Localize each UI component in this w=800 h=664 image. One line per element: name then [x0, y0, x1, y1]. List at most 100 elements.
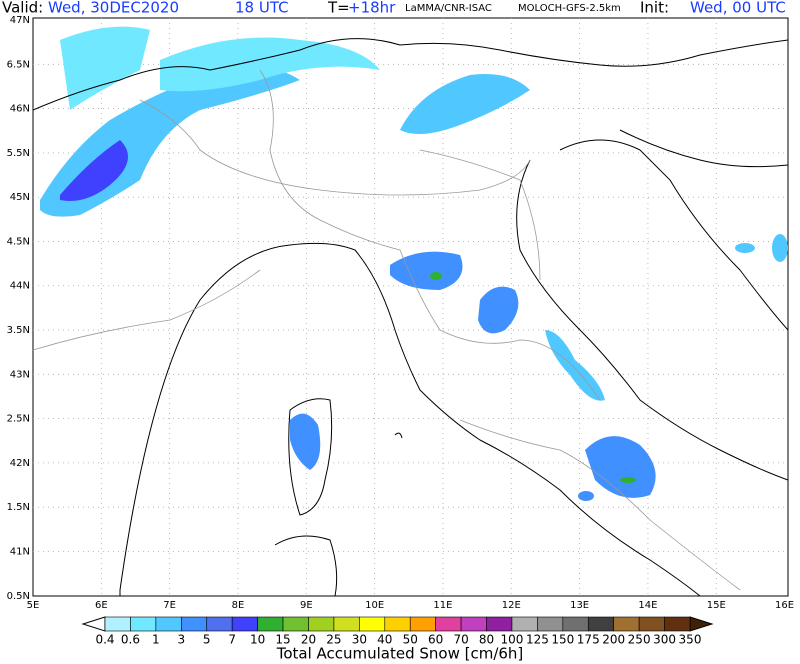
- valid-time: 18 UTC: [235, 0, 289, 17]
- colorbar-segment: [130, 616, 157, 632]
- snow-area: [478, 286, 519, 334]
- colorbar-segment: [308, 616, 335, 632]
- border: [32, 269, 261, 351]
- colorbar-label: 60: [428, 633, 443, 647]
- colorbar-label: 250: [628, 633, 651, 647]
- lat-label: 5.5N: [7, 148, 30, 159]
- axis-labels: 47N 6.5N 46N 5.5N 45N 4.5N 44N 3.5N 43N 2.5N 42N 1.…: [7, 15, 794, 611]
- colorbar-title: Total Accumulated Snow [cm/6h]: [276, 645, 524, 663]
- snow-area: [390, 251, 463, 290]
- colorbar-label: 7: [228, 633, 236, 647]
- colorbar-label: 1: [152, 633, 160, 647]
- init-label: Init:: [640, 0, 669, 17]
- border: [419, 149, 541, 281]
- lead-label: T=: [327, 0, 350, 17]
- colorbar-label: 80: [479, 633, 494, 647]
- lat-label: 2.5N: [7, 414, 30, 425]
- snow-area: [545, 330, 605, 401]
- colorbar-segment: [257, 616, 284, 632]
- colorbar: Total Accumulated Snow [cm/6h] 0.4 0.6 1 3 5…: [81, 616, 714, 663]
- lon-label: 12E: [502, 600, 521, 611]
- lat-label: 46N: [10, 104, 30, 115]
- lon-label: 14E: [638, 600, 657, 611]
- country-border: [32, 38, 789, 111]
- lat-label: 6.5N: [7, 59, 30, 70]
- lon-label: 15E: [707, 600, 726, 611]
- snow-area: [578, 491, 594, 501]
- snow-area: [430, 272, 442, 280]
- colorbar-segment: [638, 616, 665, 632]
- colorbar-label: 70: [453, 633, 468, 647]
- colorbar-segment: [511, 616, 538, 632]
- snow-area: [60, 26, 150, 111]
- corsica: [288, 398, 333, 516]
- model: MOLOCH-GFS-2.5km: [518, 3, 621, 14]
- header: Valid: Wed, 30DEC2020 18 UTC T= +18hr La…: [2, 0, 786, 17]
- colorbar-segment: [359, 616, 386, 632]
- country-border: [619, 129, 789, 168]
- colorbar-segment: [282, 616, 309, 632]
- lon-label: 16E: [775, 600, 794, 611]
- colorbar-label: 350: [679, 633, 702, 647]
- colorbar-label: 100: [501, 633, 524, 647]
- valid-label: Valid:: [2, 0, 43, 17]
- colorbar-label: 150: [551, 633, 574, 647]
- lon-label: 11E: [433, 600, 452, 611]
- colorbar-label: 10: [250, 633, 265, 647]
- colorbar-segment: [155, 616, 182, 632]
- border: [259, 69, 401, 251]
- colorbar-over: [689, 616, 714, 632]
- colorbar-label: 125: [526, 633, 549, 647]
- valid-date: Wed, 30DEC2020: [48, 0, 179, 17]
- lat-label: 42N: [10, 458, 30, 469]
- border: [459, 419, 741, 591]
- lead-time: +18hr: [348, 0, 396, 17]
- lat-label: 3.5N: [7, 325, 30, 336]
- snow-area: [160, 37, 380, 92]
- lon-label: 9E: [300, 600, 313, 611]
- lat-label: 41N: [10, 546, 30, 557]
- colorbar-label: 5: [203, 633, 211, 647]
- snow-area: [290, 413, 321, 470]
- colorbar-under: [81, 616, 106, 632]
- colorbar-label: 50: [403, 633, 418, 647]
- colorbar-label: 175: [577, 633, 600, 647]
- snow-areas: [40, 26, 788, 501]
- snow-area: [735, 243, 755, 253]
- lat-label: 43N: [10, 369, 30, 380]
- lat-label: 45N: [10, 192, 30, 203]
- colorbar-label: 30: [352, 633, 367, 647]
- border: [399, 249, 601, 401]
- colorbar-segment: [104, 616, 131, 632]
- snow-area: [60, 140, 128, 201]
- colorbar-label: 200: [602, 633, 625, 647]
- borders: [32, 38, 789, 591]
- snow-area: [620, 477, 636, 483]
- colorbar-label: 0.4: [95, 633, 114, 647]
- colorbar-segment: [181, 616, 208, 632]
- colorbar-segment: [231, 616, 258, 632]
- colorbar-segment: [460, 616, 487, 632]
- colorbar-segment: [486, 616, 513, 632]
- colorbar-segment: [664, 616, 691, 632]
- snow-area: [585, 436, 656, 498]
- lat-label: 1.5N: [7, 502, 30, 513]
- init-time: Wed, 00 UTC: [690, 0, 786, 17]
- colorbar-label: 300: [653, 633, 676, 647]
- colorbar-label: 20: [301, 633, 316, 647]
- colorbar-segment: [384, 616, 411, 632]
- colorbar-label: 40: [377, 633, 392, 647]
- colorbar-label: 25: [326, 633, 341, 647]
- colorbar-segment: [409, 616, 436, 632]
- snow-area: [400, 74, 530, 134]
- border: [139, 99, 531, 196]
- lon-label: 5E: [27, 600, 40, 611]
- source: LaMMA/CNR-ISAC: [405, 3, 492, 14]
- lon-label: 13E: [570, 600, 589, 611]
- coastline: [559, 139, 789, 331]
- colorbar-segment: [537, 616, 564, 632]
- colorbar-segment: [613, 616, 640, 632]
- snow-area: [772, 234, 788, 262]
